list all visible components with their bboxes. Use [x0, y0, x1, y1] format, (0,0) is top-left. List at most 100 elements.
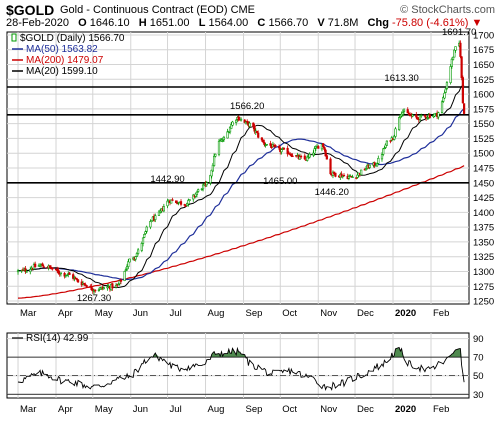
price-x-tick-label: Dec — [357, 308, 374, 319]
candle-body — [323, 146, 326, 150]
candle-body — [222, 136, 226, 141]
candle-body — [451, 56, 455, 60]
candle-body — [265, 144, 268, 146]
rsi-x-tick-label: Mar — [20, 404, 36, 415]
candle-body — [170, 199, 173, 204]
rsi-y-tick-label: 50 — [473, 371, 484, 382]
candle-body — [68, 272, 71, 275]
price-x-tick-label: Jul — [170, 308, 182, 319]
rsi-legend-entry: RSI(14) 42.99 — [26, 333, 89, 344]
candle-body — [119, 279, 123, 282]
candle-body — [340, 173, 343, 178]
candle-body — [342, 174, 346, 177]
candle-body — [262, 139, 265, 143]
price-annotation-label: 1442.90 — [150, 174, 184, 185]
rsi-overbought-fill — [18, 347, 465, 358]
candle-body — [453, 49, 456, 58]
candle-body — [111, 283, 114, 289]
candle-body — [90, 286, 93, 291]
rsi-x-tick-label: Sep — [246, 404, 263, 415]
price-y-tick-label: 1375 — [473, 223, 494, 234]
candle-body — [194, 193, 197, 197]
rsi-x-tick-label: May — [95, 404, 113, 415]
change-down-icon: ▼ — [471, 17, 483, 29]
ma50-line — [17, 108, 465, 281]
change-value: -75.80 (-4.61%) — [391, 17, 469, 29]
price-annotation-label: 1446.20 — [315, 187, 349, 198]
candle-body — [402, 109, 406, 112]
rsi-x-tick-label: Feb — [433, 404, 449, 415]
rsi-y-tick-label: 30 — [473, 390, 484, 401]
candle-body — [192, 194, 195, 200]
candle-body — [94, 289, 97, 292]
candle-body — [124, 269, 127, 271]
low-value: 1564.00 — [208, 17, 249, 29]
candle-body — [84, 284, 87, 286]
candle-body — [418, 115, 422, 120]
candle-body — [398, 117, 401, 130]
candle-body — [325, 155, 328, 160]
candle-body — [248, 122, 251, 127]
candle-body — [312, 152, 315, 156]
candle-body — [317, 146, 320, 149]
candle-body — [433, 113, 436, 117]
candle-body — [154, 215, 157, 220]
candle-body — [211, 164, 214, 172]
candle-body — [149, 220, 152, 228]
candle-body — [400, 113, 403, 117]
candle-body — [85, 285, 88, 288]
candle-body — [380, 154, 384, 160]
candle-body — [231, 121, 234, 126]
candle-body — [426, 117, 429, 119]
candle-body — [324, 149, 327, 157]
candle-body — [393, 135, 396, 140]
candle-body — [24, 268, 27, 272]
candle-body — [274, 144, 277, 147]
candle-body — [252, 122, 255, 127]
candle-body — [384, 144, 387, 148]
candle-body — [141, 237, 145, 244]
rsi-y-tick-label: 90 — [473, 334, 484, 345]
price-y-tick-label: 1400 — [473, 208, 494, 219]
candle-body — [91, 288, 94, 292]
candle-body — [239, 118, 243, 121]
candle-body — [385, 140, 388, 146]
candle-body — [195, 191, 199, 196]
price-y-tick-label: 1675 — [473, 45, 494, 56]
candle-body — [48, 265, 51, 268]
candle-body — [34, 263, 37, 268]
close-label: C — [257, 17, 266, 29]
candle-body — [186, 202, 189, 207]
candle-body — [214, 153, 217, 157]
candle-body — [166, 200, 169, 207]
candle-body — [65, 274, 69, 276]
candle-body — [102, 287, 105, 289]
candle-body — [183, 204, 186, 206]
candle-body — [300, 155, 303, 158]
candle-body — [406, 109, 409, 114]
candle-body — [205, 182, 208, 186]
candle-body — [150, 220, 153, 223]
candle-body — [187, 199, 190, 205]
candle-body — [303, 155, 306, 160]
price-y-tick-label: 1575 — [473, 104, 494, 115]
price-annotation-label: 1465.00 — [263, 176, 297, 187]
candle-body — [377, 158, 380, 164]
candle-body — [41, 263, 44, 267]
candle-body — [235, 119, 238, 123]
candle-body — [263, 142, 266, 145]
candle-body — [137, 249, 140, 254]
candle-body — [373, 162, 376, 167]
candle-body — [375, 163, 379, 167]
high-label: H — [138, 17, 147, 29]
candle-body — [277, 146, 281, 149]
candle-body — [420, 114, 423, 117]
candle-body — [449, 66, 452, 83]
price-x-tick-label: Jun — [133, 308, 148, 319]
rsi-line — [17, 346, 465, 391]
candle-body — [459, 42, 462, 57]
candle-body — [125, 265, 129, 270]
candle-body — [159, 210, 162, 213]
price-x-tick-label: Aug — [208, 308, 225, 319]
candle-body — [118, 280, 121, 285]
